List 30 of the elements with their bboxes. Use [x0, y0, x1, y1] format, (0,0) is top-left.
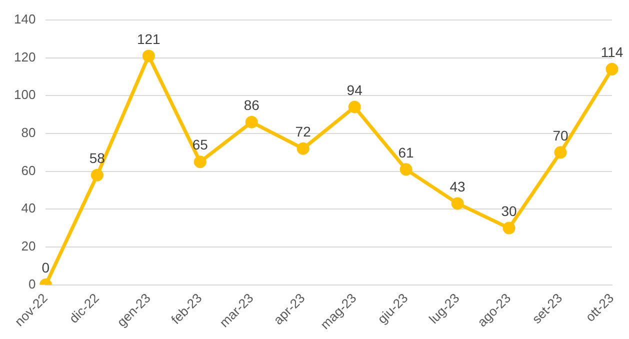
data-label: 121 — [136, 30, 161, 47]
point — [502, 222, 516, 234]
point — [296, 142, 310, 155]
data-label: 0 — [42, 260, 50, 276]
data-label: 86 — [244, 96, 260, 113]
point — [451, 197, 464, 210]
y-tick-label: 60 — [21, 162, 36, 178]
data-label: 43 — [450, 178, 466, 194]
y-tick-label: 140 — [14, 12, 36, 27]
point — [194, 156, 206, 168]
point — [142, 50, 155, 62]
data-label: 114 — [600, 44, 624, 60]
point — [554, 146, 567, 159]
point — [90, 168, 104, 182]
point — [606, 62, 618, 76]
data-label: 94 — [346, 82, 363, 98]
point — [400, 163, 412, 176]
y-tick-label: 20 — [21, 238, 36, 254]
data-label: 65 — [192, 136, 208, 153]
point — [245, 116, 258, 128]
y-tick-label: 40 — [21, 200, 36, 216]
data-label: 30 — [501, 202, 518, 219]
data-label: 70 — [552, 127, 568, 144]
y-tick-label: 80 — [21, 125, 36, 140]
y-tick-label: 100 — [14, 87, 36, 102]
point — [348, 100, 361, 114]
data-label: 61 — [398, 144, 414, 160]
y-tick-label: 120 — [14, 49, 36, 64]
data-label: 72 — [295, 123, 312, 140]
y-tick-label: 0 — [28, 276, 36, 292]
